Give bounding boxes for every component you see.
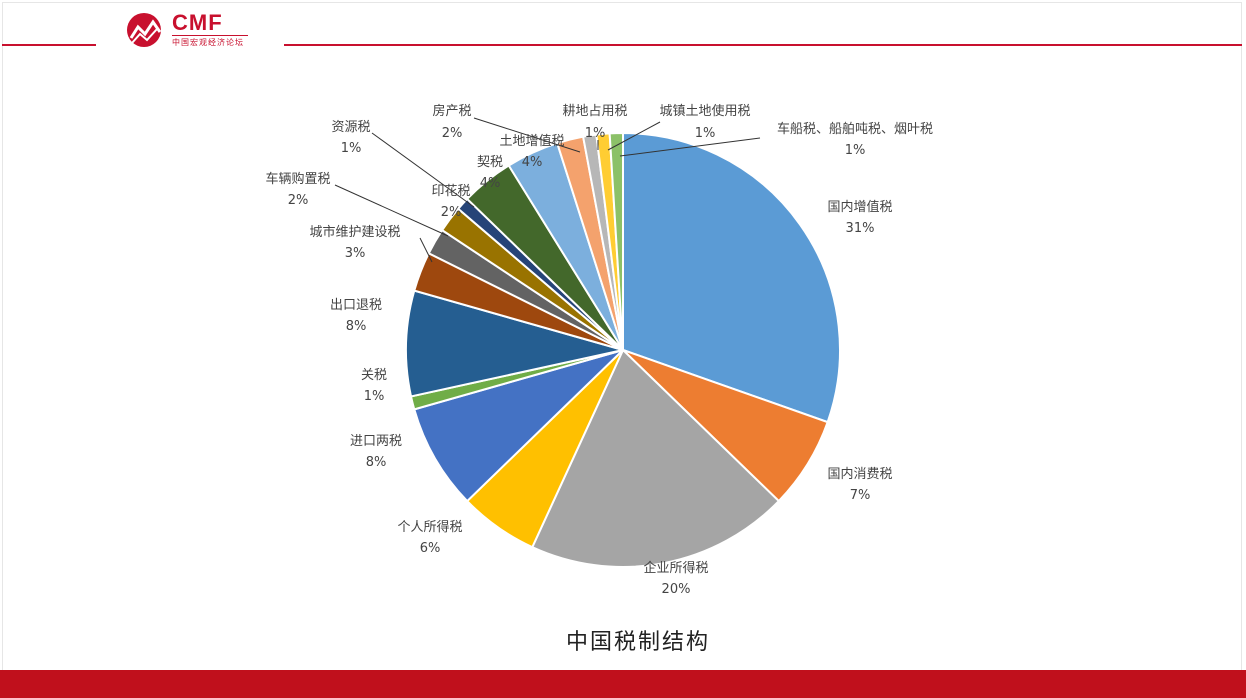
slice-name-label-7: 出口退税 [330,298,382,313]
slice-name-label-3: 企业所得税 [643,560,708,576]
slice-percent-label-10: 2% [441,205,462,220]
footer-bar [0,670,1246,698]
leader-line-11 [371,132,475,208]
slice-percent-label-12: 4% [480,176,501,191]
slice-name-label-2: 国内消费税 [827,466,892,482]
leader-lines [334,117,761,263]
slice-name-label-9: 车辆购置税 [265,171,330,187]
logo-sub-rule [172,35,248,36]
cmf-logo: CMF 中国宏观经济论坛 [126,10,256,52]
slice-percent-label-13: 4% [522,155,543,170]
leader-line-8 [419,237,433,263]
slice-percent-label-3: 20% [662,582,691,597]
slice-name-label-10: 印花税 [431,183,470,199]
slice-percent-label-5: 8% [366,455,387,470]
slice-labels: 国内增值税 31% 国内消费税 7% 企业所得税 20% 个人所得税 6% 进口两税 8% 关税 1%… [265,103,933,597]
leader-line-14 [473,117,581,153]
slice-percent-label-2: 7% [850,488,871,503]
slice-name-label-6: 关税 [361,368,387,383]
slice-percent-label-14: 2% [442,126,463,141]
pie-slice-7 [404,289,624,398]
pie-slice-3 [530,348,781,568]
logo-subtitle: 中国宏观经济论坛 [172,38,244,47]
slice-name-label-16: 城镇土地使用税 [659,103,750,119]
slice-percent-label-4: 6% [420,541,441,556]
pie-slice-5 [413,349,624,503]
leader-line-16 [607,121,661,151]
slice-percent-label-15: 1% [585,126,606,141]
cmf-logo-mark-icon [127,13,162,47]
slice-name-label-1: 国内增值税 [827,199,892,215]
slice-name-label-13: 土地增值税 [499,133,564,149]
pie-slice-1 [622,131,841,424]
slice-percent-label-6: 1% [364,389,385,404]
slice-percent-label-1: 31% [846,221,875,236]
leader-line-17 [619,137,761,157]
slice-name-label-5: 进口两税 [350,434,402,449]
slice-percent-label-11: 1% [341,141,362,156]
slice-percent-label-9: 2% [288,193,309,208]
slice-name-label-11: 资源税 [331,120,370,135]
slice-percent-label-7: 8% [346,319,367,334]
slice-percent-label-16: 1% [695,126,716,141]
header-rule-left [2,44,96,46]
slice-name-label-4: 个人所得税 [397,519,462,535]
slice-name-label-8: 城市维护建设税 [309,224,400,240]
pie-slices [404,131,841,568]
slice-percent-label-17: 1% [845,143,866,158]
chart-title: 中国税制结构 [565,630,710,655]
slice-percent-label-8: 3% [345,246,366,261]
leader-line-9 [334,184,449,237]
slice-name-label-14: 房产税 [432,103,471,119]
pie-slice-17 [608,131,624,351]
header-rule-right [284,44,1242,46]
slice-name-label-12: 契税 [477,155,503,170]
logo-text: CMF [172,10,223,35]
slice-name-label-15: 耕地占用税 [562,103,627,119]
slice-name-label-17: 车船税、船舶吨税、烟叶税 [777,121,933,137]
